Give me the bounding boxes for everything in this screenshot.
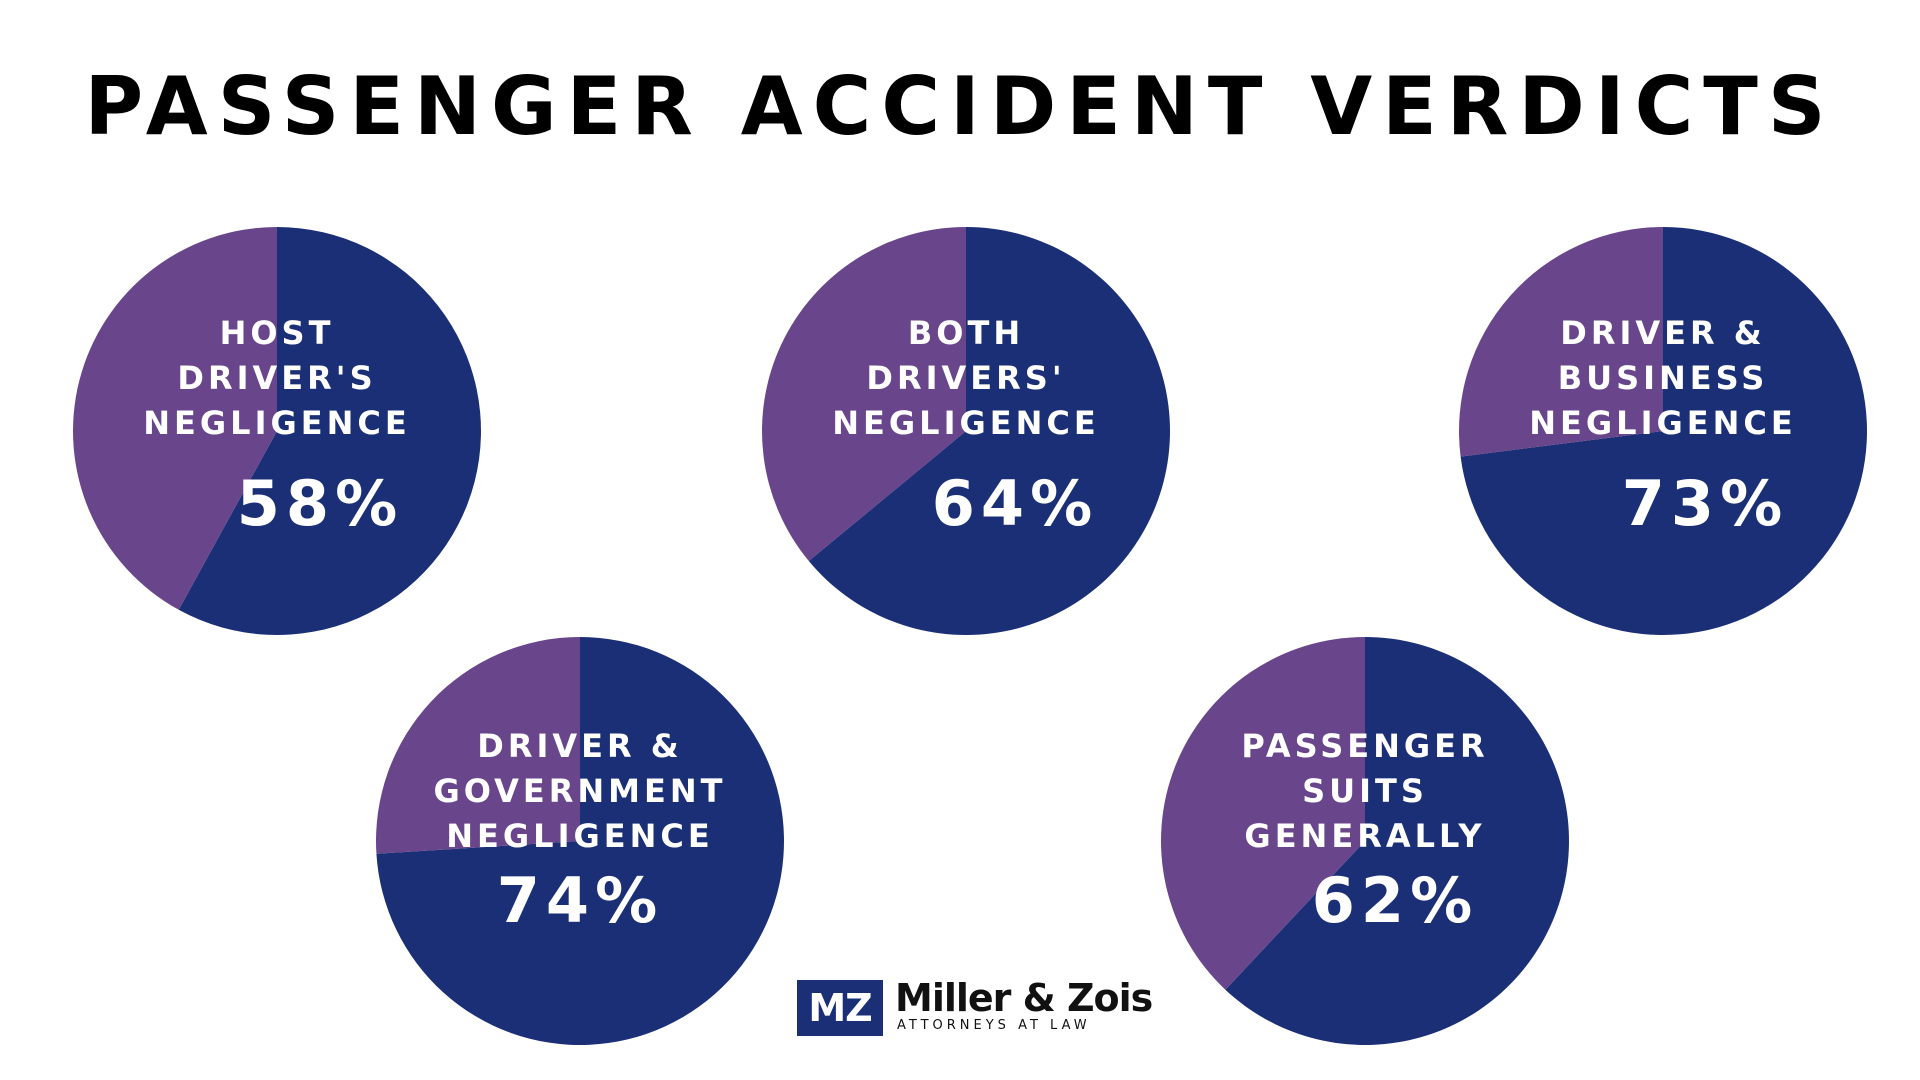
pie-label-line: DRIVER & bbox=[477, 727, 682, 765]
pie-label-line: PASSENGER bbox=[1241, 727, 1488, 765]
pie-percent-label: 58% bbox=[237, 467, 403, 540]
pie-label-line: DRIVER & bbox=[1560, 314, 1765, 352]
pie-chart-3: DRIVER & BUSINESS NEGLIGENCE 73% bbox=[1459, 227, 1868, 636]
pie-label-line: BOTH bbox=[908, 314, 1024, 352]
pie-percent-label: 73% bbox=[1622, 467, 1788, 540]
company-logo: MZ Miller & Zois ATTORNEYS AT LAW bbox=[797, 976, 1153, 1036]
pie-percent-label: 62% bbox=[1312, 864, 1478, 937]
pie-slice-rest bbox=[72, 227, 277, 610]
pie-slice-main bbox=[1225, 637, 1570, 1045]
pie-percent-label: 74% bbox=[497, 864, 663, 937]
pie-label-line: NEGLIGENCE bbox=[143, 404, 410, 442]
pie-label-line: NEGLIGENCE bbox=[1529, 404, 1796, 442]
pie-label-line: SUITS bbox=[1302, 772, 1428, 810]
pie-slice-rest bbox=[376, 637, 580, 854]
pie-percent-label: 64% bbox=[932, 467, 1098, 540]
pie-label-line: GOVERNMENT bbox=[434, 772, 727, 810]
pie-label-line: HOST bbox=[220, 314, 335, 352]
pie-chart-4: DRIVER & GOVERNMENT NEGLIGENCE 74% bbox=[376, 637, 784, 1045]
logo-mark: MZ bbox=[797, 980, 883, 1036]
pie-slice-main bbox=[1460, 227, 1868, 636]
pie-label-line: NEGLIGENCE bbox=[446, 817, 713, 855]
pie-chart-5: PASSENGER SUITS GENERALLY 62% bbox=[1161, 637, 1570, 1045]
pie-slice-rest bbox=[1161, 637, 1365, 990]
page-title: PASSENGER ACCIDENT VERDICTS bbox=[84, 60, 1836, 153]
pie-label-line: DRIVER'S bbox=[177, 359, 376, 397]
pie-chart-1: HOST DRIVER'S NEGLIGENCE 58% bbox=[72, 227, 482, 635]
logo-name: Miller & Zois bbox=[895, 976, 1153, 1020]
pie-slice-main bbox=[376, 637, 784, 1045]
pie-label-line: NEGLIGENCE bbox=[832, 404, 1099, 442]
pie-chart-2: BOTH DRIVERS' NEGLIGENCE 64% bbox=[761, 227, 1170, 636]
pie-slice-rest bbox=[761, 227, 966, 562]
pie-label-line: DRIVERS' bbox=[866, 359, 1065, 397]
pie-slice-rest bbox=[1459, 227, 1663, 457]
pie-slice-main bbox=[178, 227, 482, 635]
logo-tagline: ATTORNEYS AT LAW bbox=[897, 1018, 1091, 1033]
pie-slice-main bbox=[808, 227, 1170, 636]
pie-label-line: BUSINESS bbox=[1558, 359, 1769, 397]
pie-label-line: GENERALLY bbox=[1244, 817, 1485, 855]
